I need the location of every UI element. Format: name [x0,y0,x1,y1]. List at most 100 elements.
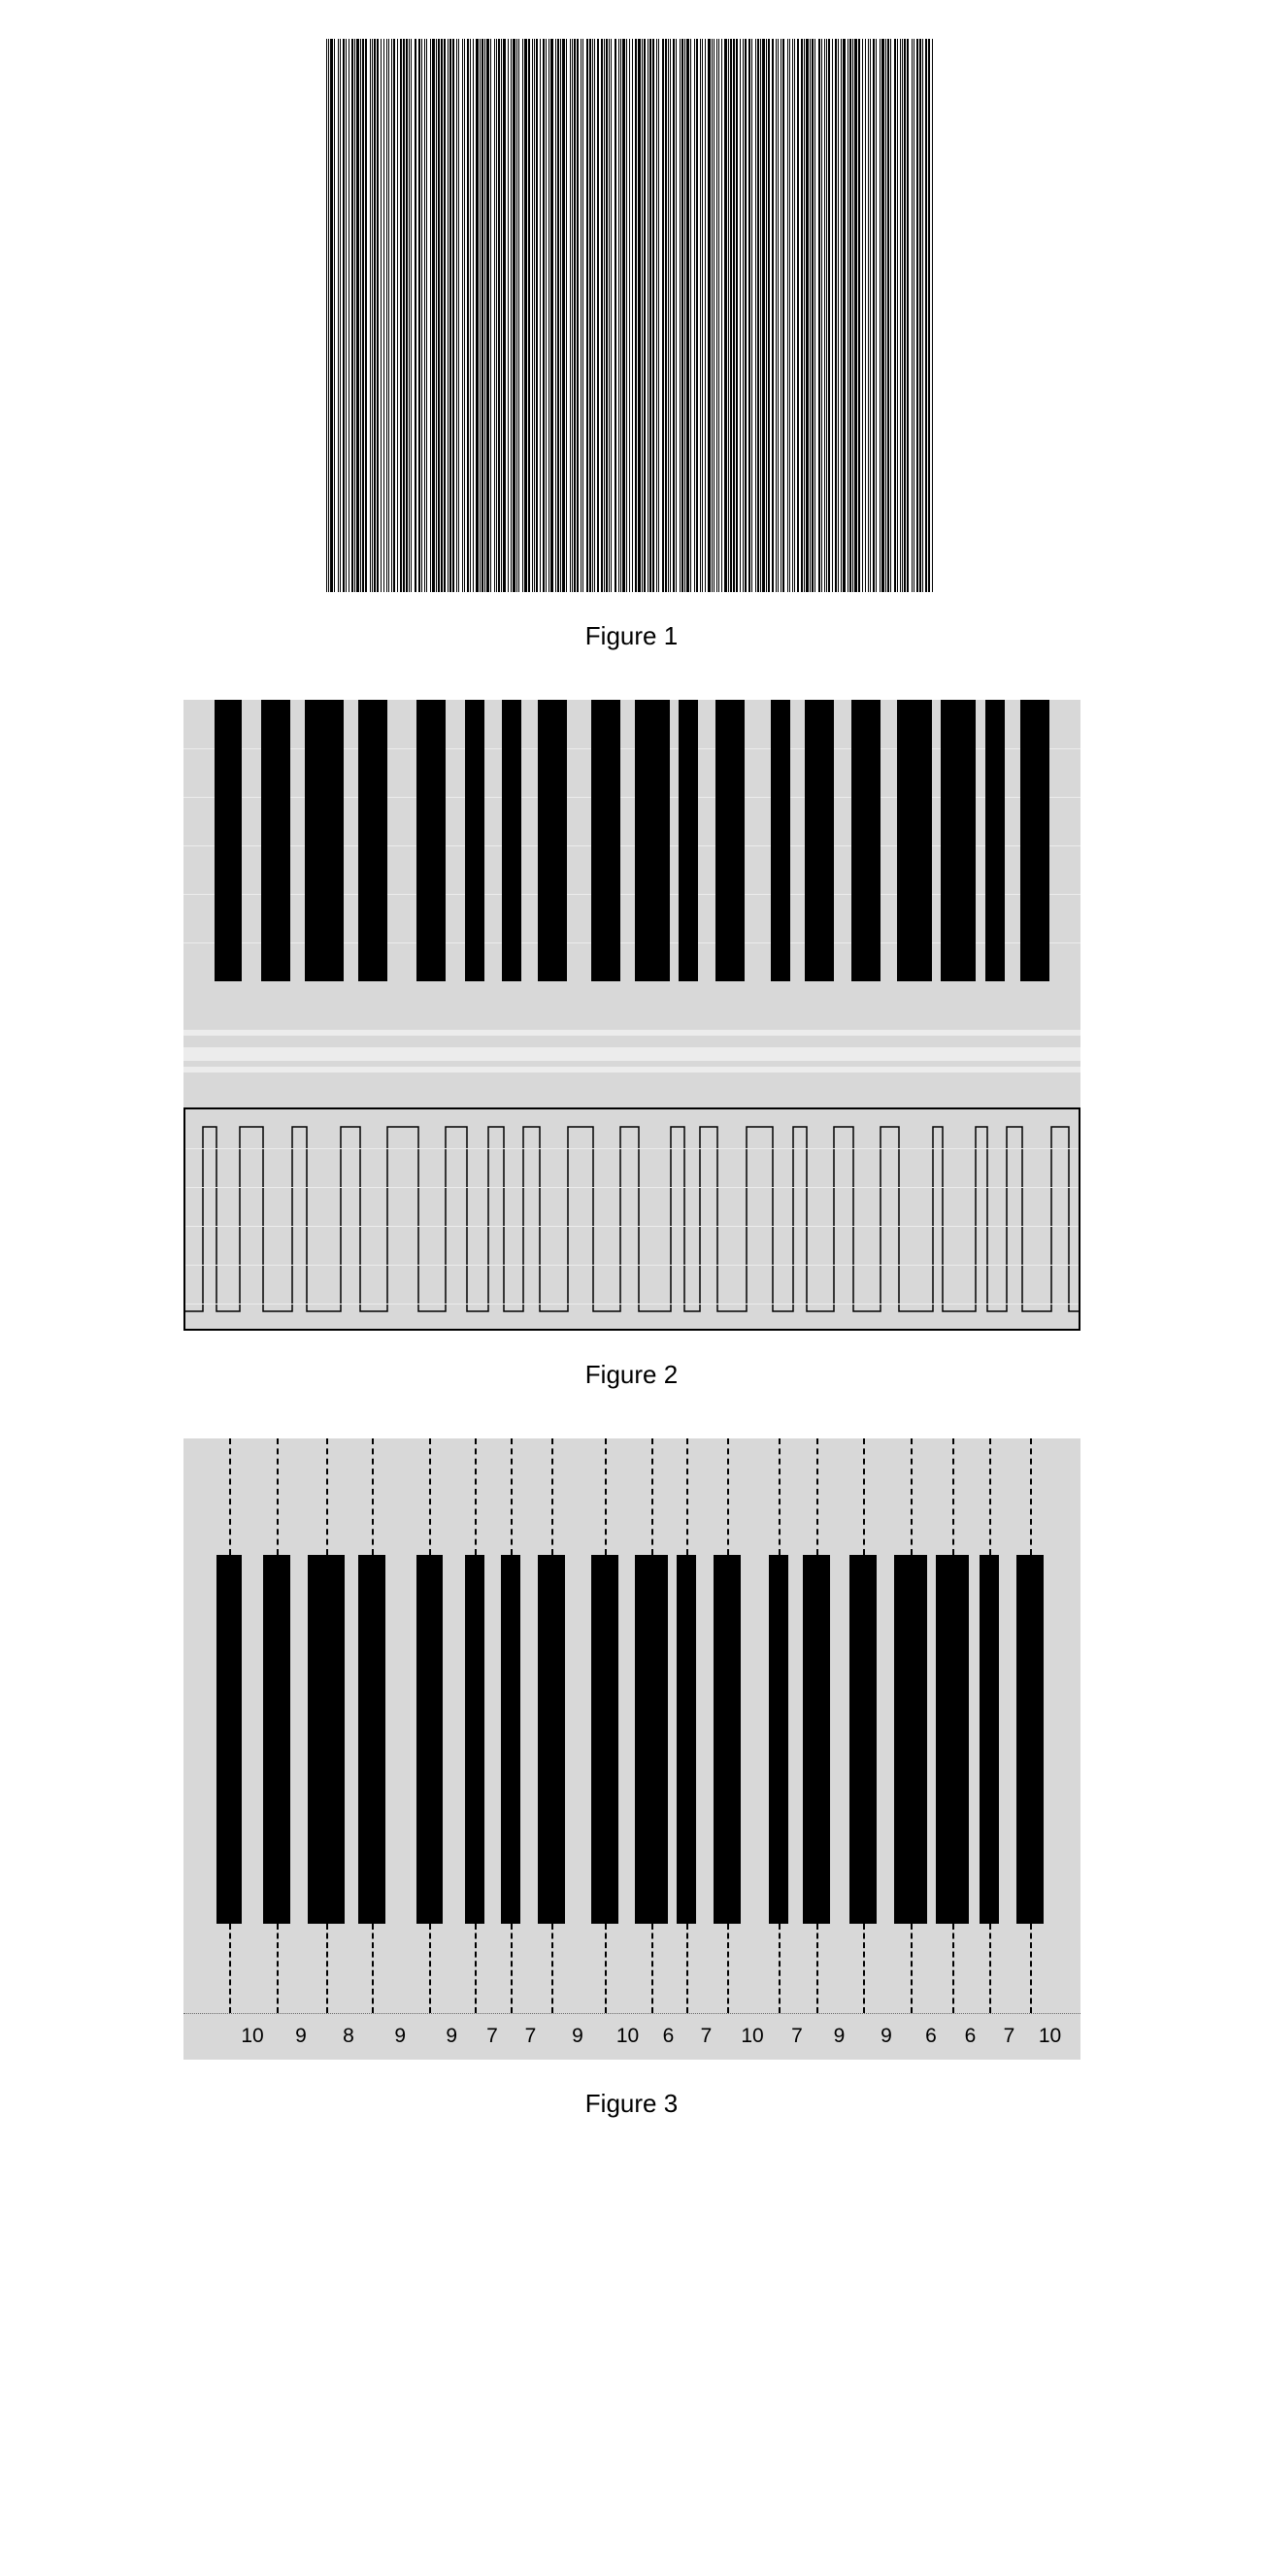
figure-2-caption: Figure 2 [585,1360,678,1390]
measurement-label: 10 [616,2025,639,2048]
stripe [681,39,682,592]
stripe [426,39,427,592]
stripe [356,39,358,592]
stripe [534,39,535,592]
stripe [635,39,637,592]
stripe [904,39,905,592]
stripe [768,39,769,592]
figure-2-container: Figure 2 [0,700,1263,1390]
stripe [484,39,485,592]
stripe [609,39,610,592]
barcode-bar [771,700,790,981]
stripe [377,39,379,592]
barcode-bar [501,1555,520,1924]
dash-line-top [511,1438,513,1555]
stripe [383,39,384,592]
stripe [438,39,439,592]
stripe [409,39,410,592]
stripe [496,39,497,592]
dash-line-bottom [989,1924,991,2013]
stripe [760,39,761,592]
dash-line-bottom [1030,1924,1032,2013]
stripe [360,39,361,592]
stripe [326,39,327,592]
barcode-bar [635,1555,668,1924]
measurement-label: 7 [701,2025,713,2048]
barcode-bar [714,1555,741,1924]
stripe [865,39,866,592]
dash-line-bottom [952,1924,954,2013]
stripe [432,39,434,592]
stripe [424,39,425,592]
dash-line-top [429,1438,431,1555]
stripe [652,39,654,592]
stripe [543,39,545,592]
stripe [346,39,347,592]
dash-line-bottom [605,1924,607,2013]
stripe [876,39,877,592]
stripe [718,39,719,592]
stripe [632,39,633,592]
barcode-bar [465,1555,484,1924]
figure-2-bottom-waveform [183,1107,1080,1331]
measurement-label: 9 [394,2025,406,2048]
stripe [532,39,533,592]
dash-line-bottom [372,1924,374,2013]
stripe [470,39,471,592]
barcode-bar [803,1555,830,1924]
measurement-label: 10 [241,2025,263,2048]
stripe [812,39,813,592]
stripe [928,39,930,592]
stripe [522,39,523,592]
grid-line [185,1265,1079,1266]
stripe [916,39,918,592]
barcode-bar [465,700,484,981]
stripe [448,39,449,592]
stripe [649,39,650,592]
stripe [528,39,530,592]
dash-line-bottom [686,1924,688,2013]
stripe [524,39,526,592]
dash-line-bottom [326,1924,328,2013]
stripe [766,39,767,592]
stripe [338,39,339,592]
stripe [745,39,747,592]
stripe [696,39,698,592]
stripe [622,39,624,592]
stripe [712,39,713,592]
stripe [673,39,675,592]
barcode-bar [805,700,834,981]
stripe [832,39,833,592]
barcode-bar [416,700,446,981]
barcode-bar [358,1555,385,1924]
stripe [601,39,602,592]
stripe [724,39,726,592]
stripe [716,39,717,592]
stripe [897,39,898,592]
stripe [516,39,517,592]
stripe [586,39,588,592]
stripe [594,39,595,592]
stripe [452,39,454,592]
measurement-label: 10 [741,2025,763,2048]
dash-line-bottom [429,1924,431,2013]
figure-2-panel [183,700,1080,1331]
stripe [449,39,450,592]
stripe [810,39,811,592]
measurement-label: 9 [295,2025,307,2048]
barcode-bar [769,1555,788,1924]
stripe [464,39,465,592]
stripe [665,39,666,592]
barcode-bar [677,1555,696,1924]
barcode-bar [941,700,976,981]
stripe [818,39,820,592]
stripe [421,39,422,592]
stripe [868,39,869,592]
stripe [403,39,405,592]
stripe [686,39,688,592]
stripe [340,39,341,592]
stripe [922,39,923,592]
stripe [328,39,329,592]
stripe [513,39,515,592]
dash-line-top [727,1438,729,1555]
